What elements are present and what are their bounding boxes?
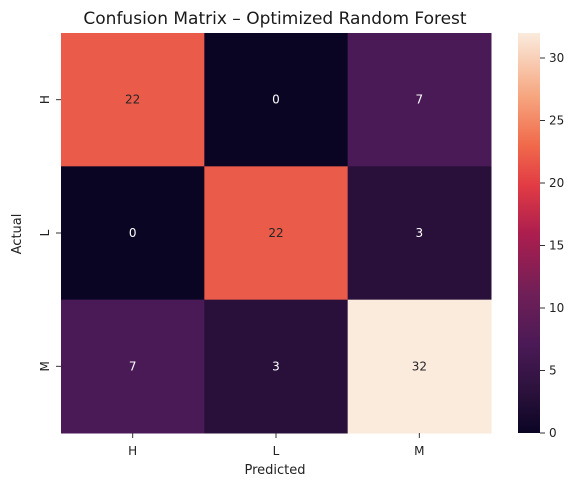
- heatmap-cell: [61, 33, 205, 167]
- cell-value-label: 3: [416, 226, 424, 240]
- chart-title: Confusion Matrix – Optimized Random Fore…: [83, 9, 467, 29]
- cell-value-label: 22: [268, 226, 283, 240]
- heatmap-cell: [204, 166, 349, 301]
- y-tick-label: H: [38, 95, 52, 104]
- colorbar-ticks: 0 5 10 15 20 25 30: [540, 51, 564, 440]
- colorbar-tick-label: 10: [549, 301, 564, 315]
- heatmap-cell: [61, 299, 205, 434]
- x-tick-label: M: [414, 444, 424, 458]
- heatmap-cell: [204, 299, 349, 434]
- colorbar-tick-label: 15: [549, 239, 564, 253]
- cell-value-label: 32: [412, 359, 427, 373]
- y-tick-label: L: [38, 229, 52, 236]
- x-tick-label: H: [128, 444, 137, 458]
- y-tick-label: M: [38, 361, 52, 371]
- heatmap-cell: [347, 166, 492, 301]
- colorbar-tick-label: 25: [549, 114, 564, 128]
- heatmap-cell-labels: 22 0 7 0 22 3 7 3 32: [125, 93, 427, 374]
- heatmap-cell: [347, 33, 492, 167]
- colorbar-tick-label: 5: [549, 364, 557, 378]
- cell-value-label: 3: [272, 359, 280, 373]
- heatmap-cell: [61, 166, 205, 301]
- heatmap-cell: [347, 299, 492, 434]
- heatmap-cells: [61, 33, 492, 434]
- cell-value-label: 7: [129, 359, 137, 373]
- y-axis-label: Actual: [10, 214, 25, 255]
- colorbar: [518, 33, 540, 433]
- x-axis-label: Predicted: [244, 463, 305, 478]
- cell-value-label: 0: [272, 93, 280, 107]
- heatmap-cell: [204, 33, 349, 167]
- x-tick-label: L: [273, 444, 280, 458]
- cell-value-label: 22: [125, 93, 140, 107]
- cell-value-label: 7: [416, 93, 424, 107]
- colorbar-tick-label: 20: [549, 176, 564, 190]
- colorbar-tick-label: 30: [549, 51, 564, 65]
- colorbar-tick-label: 0: [549, 426, 557, 440]
- cell-value-label: 0: [129, 226, 137, 240]
- y-axis-ticks: H L M: [38, 95, 61, 372]
